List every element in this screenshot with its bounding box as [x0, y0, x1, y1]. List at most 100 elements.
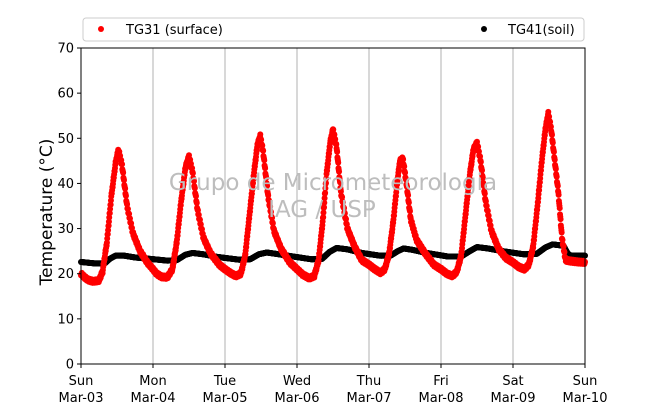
data-point	[322, 179, 329, 186]
data-point	[403, 183, 410, 190]
data-point	[405, 199, 412, 206]
data-point	[549, 139, 556, 146]
x-tick-label-date: Mar-10	[563, 391, 608, 406]
data-point	[401, 163, 408, 170]
data-point	[321, 199, 328, 206]
y-tick-label: 70	[57, 42, 74, 57]
data-point	[339, 194, 346, 201]
legend-label-tg31: TG31 (surface)	[125, 23, 223, 38]
data-point	[479, 174, 486, 181]
watermark-line-2: IAG / USP	[268, 197, 376, 223]
watermark: Grupo de Micrometeorologia IAG / USP	[169, 170, 497, 223]
x-tick-label-date: Mar-03	[59, 391, 104, 406]
x-tick-label-day: Thu	[356, 374, 381, 389]
data-point	[481, 190, 488, 197]
data-point	[321, 204, 328, 211]
x-tick-label-day: Mon	[139, 374, 166, 389]
data-point	[477, 159, 484, 166]
x-tick-label-date: Mar-05	[203, 391, 248, 406]
x-tick-label-day: Fri	[433, 374, 449, 389]
data-point	[560, 243, 567, 250]
data-point	[405, 192, 412, 199]
data-point	[263, 174, 270, 181]
x-tick-label-date: Mar-04	[131, 391, 176, 406]
data-point	[267, 203, 274, 210]
data-point	[552, 165, 559, 172]
data-point	[260, 147, 267, 154]
data-point	[479, 167, 485, 174]
data-point	[119, 161, 126, 168]
x-tick-label-date: Mar-07	[347, 391, 392, 406]
data-point	[122, 185, 129, 192]
data-point	[258, 136, 265, 143]
data-point	[322, 189, 329, 196]
data-point	[193, 200, 200, 207]
watermark-line-1: Grupo de Micrometeorologia	[169, 170, 497, 196]
data-point	[322, 185, 329, 192]
x-tick-label-day: Wed	[283, 374, 311, 389]
data-point	[548, 131, 555, 138]
data-point	[339, 199, 346, 206]
data-point	[267, 209, 274, 216]
data-point	[266, 197, 273, 204]
data-point	[406, 208, 413, 215]
data-point	[558, 229, 565, 236]
data-point	[480, 183, 487, 190]
data-point	[121, 177, 127, 184]
data-point	[323, 175, 330, 182]
data-point	[561, 249, 568, 256]
data-point	[403, 176, 410, 183]
data-point	[342, 216, 349, 223]
legend-box	[82, 17, 585, 42]
data-point	[261, 157, 268, 164]
series-tg31-surface	[78, 108, 588, 286]
data-point	[191, 185, 198, 192]
data-point	[556, 205, 563, 212]
data-series	[78, 108, 588, 286]
data-point	[257, 131, 264, 138]
y-tick-label: 0	[66, 358, 74, 373]
data-point	[320, 209, 327, 216]
y-tick-label: 40	[57, 177, 74, 192]
legend-label-tg41: TG41(soil)	[507, 23, 575, 38]
y-axis-title: Temperature (°C)	[37, 139, 57, 287]
data-point	[341, 210, 348, 217]
y-tick-label: 50	[57, 132, 74, 147]
x-tick-label-day: Sun	[573, 374, 598, 389]
x-tick-label-date: Mar-08	[419, 391, 464, 406]
data-point	[400, 156, 407, 163]
legend-marker-tg31	[98, 26, 104, 32]
data-point	[341, 205, 348, 212]
data-point	[269, 214, 276, 221]
data-point	[559, 236, 566, 243]
data-point	[262, 165, 269, 172]
y-tick-label: 60	[57, 87, 74, 102]
data-point	[191, 178, 197, 185]
data-point	[337, 188, 344, 195]
data-point	[553, 173, 560, 180]
data-point	[402, 169, 409, 176]
legend: TG31 (surface) TG41(soil)	[82, 17, 585, 42]
data-point	[321, 195, 328, 202]
x-tick-label-day: Sat	[502, 374, 523, 389]
data-point	[335, 159, 342, 166]
data-point	[264, 182, 271, 189]
data-point	[320, 214, 327, 221]
data-point	[550, 148, 557, 155]
x-tick-label-date: Mar-09	[491, 391, 536, 406]
data-point	[189, 170, 196, 177]
data-point	[259, 142, 266, 149]
data-point	[192, 193, 199, 200]
x-tick-label-day: Tue	[213, 374, 236, 389]
data-point	[334, 148, 341, 155]
x-tick-label-date: Mar-06	[275, 391, 320, 406]
legend-marker-tg41	[481, 26, 487, 32]
y-axis: 0 10 20 30 40 50 60 70	[57, 42, 81, 373]
y-tick-label: 30	[57, 222, 74, 237]
data-point	[120, 169, 127, 176]
vertical-grid	[152, 48, 514, 364]
data-point	[336, 168, 343, 175]
x-axis: Sun Mar-03 Mon Mar-04 Tue Mar-05 Wed Mar-06 Thu M…	[59, 364, 608, 406]
x-tick-label-day: Sun	[69, 374, 94, 389]
